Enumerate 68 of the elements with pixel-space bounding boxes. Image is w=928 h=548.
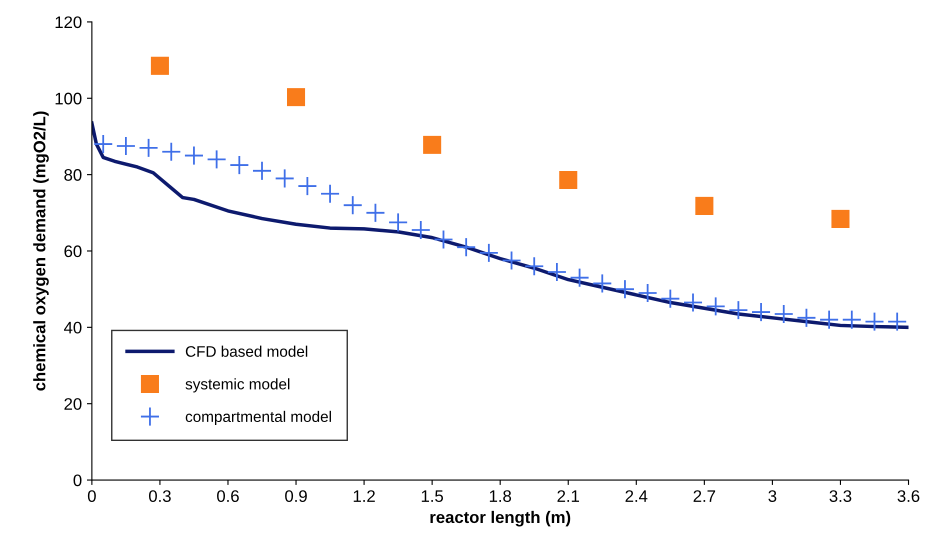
point (796, 308, 816, 328)
point (478, 242, 499, 263)
point (410, 220, 431, 240)
x-tick-label: 0.3 (148, 490, 171, 502)
point (615, 279, 635, 300)
x-tick-label: 1.8 (490, 490, 512, 502)
point (365, 202, 386, 223)
point (559, 170, 578, 189)
legend-label: compartmental model (186, 410, 331, 426)
x-axis-title: reactor length (m) (430, 510, 570, 526)
point (229, 155, 250, 176)
x-tick-label: 3 (768, 490, 776, 502)
point (116, 136, 136, 156)
point (546, 262, 567, 282)
point (434, 230, 454, 250)
point (184, 146, 204, 166)
point (774, 304, 794, 324)
point (423, 136, 442, 154)
y-tick-label: 20 (64, 398, 82, 410)
line-series (92, 121, 909, 330)
y-tick-label: 60 (64, 245, 82, 258)
y-tick-label: 120 (56, 16, 82, 28)
point (342, 195, 363, 216)
point (864, 312, 884, 332)
point (887, 312, 908, 332)
point (683, 292, 703, 312)
point (695, 196, 714, 215)
point (706, 296, 726, 316)
point (751, 302, 771, 322)
y-tick-label: 80 (64, 169, 82, 181)
point (206, 149, 227, 170)
x-tick-label: 2.4 (626, 490, 648, 502)
point (150, 56, 169, 75)
point (660, 288, 680, 309)
point (592, 274, 612, 294)
point (524, 256, 544, 276)
point (831, 210, 850, 228)
x-tick-label: 3.3 (830, 490, 852, 502)
point (842, 310, 862, 330)
y-tick-label: 0 (74, 474, 82, 486)
point (93, 134, 114, 154)
x-tick-label: 1.5 (422, 490, 444, 502)
y-tick-label: 40 (64, 322, 82, 334)
point (728, 300, 748, 320)
point (638, 283, 658, 303)
point (570, 268, 590, 288)
point (138, 138, 159, 158)
point (287, 88, 306, 106)
x-tick-label: 0.6 (217, 490, 239, 502)
x-tick-label: 1.2 (354, 490, 375, 502)
point (252, 160, 272, 181)
x-tick-label: 2.1 (558, 490, 580, 502)
y-axis-title: chemical oxygen demand (mgO2/L) (33, 111, 49, 391)
x-tick-label: 0.9 (285, 490, 307, 502)
point (456, 237, 476, 258)
x-tick-label: 0 (88, 490, 96, 502)
legend-label: CFD based model (186, 346, 308, 357)
point (161, 142, 182, 162)
point (388, 212, 408, 232)
x-tick-label: 2.7 (694, 490, 716, 502)
legend-label: systemic model (186, 378, 290, 392)
point (297, 176, 318, 196)
x-tick-label: 3.6 (898, 490, 920, 502)
point (274, 168, 295, 188)
point (320, 184, 340, 204)
point (502, 250, 522, 270)
point (819, 310, 840, 330)
y-tick-label: 100 (56, 92, 82, 104)
